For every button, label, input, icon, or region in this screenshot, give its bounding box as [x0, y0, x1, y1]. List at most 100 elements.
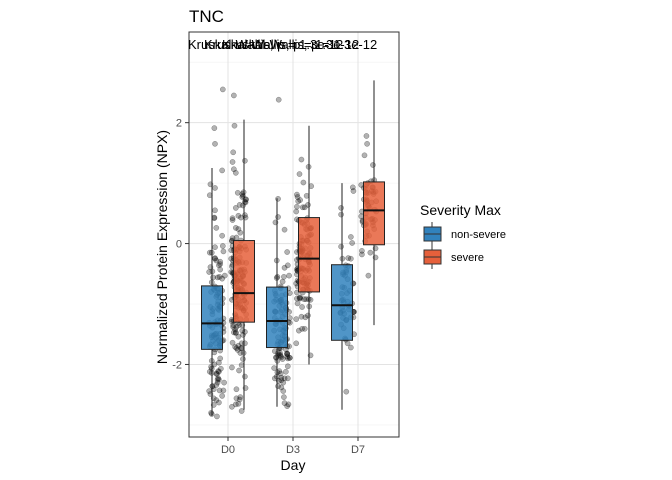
y-tick-label: 2 — [176, 118, 182, 130]
data-point — [294, 300, 301, 307]
data-point — [301, 296, 307, 303]
data-point — [284, 355, 291, 362]
data-point — [281, 226, 288, 233]
legend-label-severe: severe — [451, 252, 484, 264]
data-point — [299, 325, 305, 332]
data-point — [367, 249, 374, 256]
data-point — [286, 354, 293, 361]
data-point — [298, 156, 305, 163]
data-point — [284, 249, 290, 255]
data-point — [231, 122, 238, 129]
data-point — [294, 295, 300, 302]
data-point — [216, 368, 222, 375]
data-point — [350, 188, 357, 194]
data-point — [286, 354, 293, 361]
data-point — [286, 272, 292, 279]
data-point — [236, 202, 243, 208]
data-point — [232, 225, 239, 231]
data-point — [293, 316, 300, 322]
data-point — [213, 257, 220, 264]
data-point — [231, 166, 237, 173]
data-point — [281, 394, 287, 400]
data-point — [298, 313, 305, 320]
data-point — [216, 376, 222, 383]
box-body — [266, 286, 288, 349]
data-point — [234, 189, 241, 196]
panel-border — [188, 31, 400, 438]
data-point — [296, 295, 303, 301]
box-non-severe-D7 — [331, 183, 353, 410]
box-severe-D7 — [363, 80, 385, 326]
data-point — [220, 248, 227, 255]
data-point — [229, 215, 236, 222]
data-point — [217, 258, 224, 265]
data-point — [234, 347, 241, 353]
data-point — [303, 192, 310, 199]
data-point — [273, 354, 279, 361]
data-point — [242, 373, 248, 380]
legend-item-severe: severe — [423, 245, 484, 269]
data-point — [217, 261, 224, 267]
data-point — [284, 403, 290, 410]
data-point — [212, 140, 218, 147]
data-point — [229, 235, 236, 241]
data-point — [365, 272, 372, 279]
data-point — [215, 375, 222, 382]
data-point — [284, 353, 290, 360]
data-point — [211, 215, 218, 222]
data-point — [233, 345, 240, 351]
data-point — [212, 207, 218, 214]
data-point — [232, 401, 239, 408]
data-point — [230, 324, 237, 330]
data-point — [359, 247, 365, 254]
data-point — [233, 234, 240, 241]
data-point — [370, 162, 376, 168]
data-point — [359, 251, 365, 258]
data-point — [343, 388, 350, 395]
data-point — [278, 374, 285, 381]
data-point — [219, 86, 226, 93]
data-point — [363, 133, 370, 139]
data-point — [238, 408, 245, 414]
data-point — [208, 409, 214, 416]
data-point — [213, 370, 220, 377]
data-point — [211, 361, 218, 368]
data-point — [230, 149, 237, 156]
data-point — [297, 295, 303, 302]
data-point — [283, 368, 289, 375]
data-point — [237, 394, 244, 400]
data-point — [216, 273, 223, 280]
data-point — [216, 262, 222, 269]
data-point — [345, 255, 352, 261]
data-point — [279, 356, 286, 362]
data-point — [232, 169, 239, 176]
legend-title: Severity Max — [420, 202, 501, 218]
data-point — [231, 329, 237, 336]
data-point — [219, 275, 225, 282]
data-point — [275, 195, 281, 202]
box-body — [331, 264, 353, 341]
data-point — [219, 232, 225, 239]
legend: Severity Max non-severe severe — [420, 202, 506, 269]
data-point — [232, 326, 238, 333]
data-point — [284, 350, 290, 357]
data-point — [236, 322, 242, 329]
data-point — [214, 376, 221, 383]
x-axis-label: Day — [281, 457, 306, 473]
data-point — [214, 413, 220, 420]
data-point — [300, 179, 307, 186]
chart-title: TNC — [189, 7, 224, 26]
data-point — [280, 388, 287, 394]
data-point — [349, 240, 355, 246]
data-point — [293, 340, 300, 347]
data-point — [279, 278, 286, 285]
data-point — [277, 353, 284, 359]
y-tick-label: 0 — [176, 239, 182, 251]
data-point — [284, 363, 291, 370]
data-point — [338, 205, 344, 211]
box-severe-D0 — [233, 119, 255, 410]
data-point — [242, 157, 248, 164]
data-point — [361, 152, 368, 159]
data-point — [235, 333, 242, 340]
